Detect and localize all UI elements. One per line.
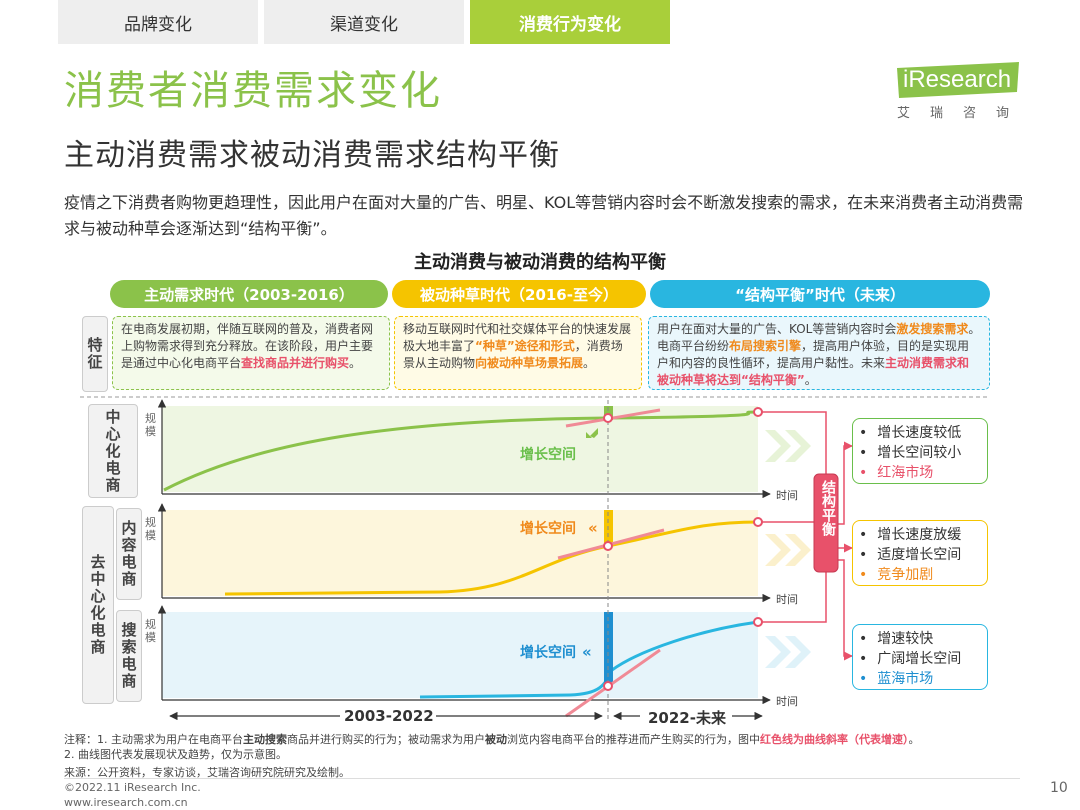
axes [157, 399, 771, 705]
notes: 注释：1. 主动需求为用户在电商平台主动搜索商品并进行购买的行为；被动需求为用户… [64, 732, 1044, 762]
chevron-up-icon [586, 428, 598, 438]
note-text: 。 [908, 733, 920, 746]
note-bold: 被动 [485, 733, 507, 746]
growth-bar-content [604, 510, 613, 546]
page-number: 10 [1050, 780, 1068, 796]
feature-highlight: 主动消费需求和被动种草将达到“结构平衡” [657, 356, 970, 387]
label-centralized-ecommerce: 中心化电商 [88, 404, 138, 498]
result-item: 增长速度放缓 [859, 525, 981, 545]
feature-text: 用户在面对大量的广告、KOL等营销内容时会 [657, 322, 897, 336]
y-axis-title: 规模 [145, 618, 156, 644]
curve-centralized [163, 410, 759, 492]
curve-content [224, 520, 759, 596]
result-item: 适度增长空间 [859, 545, 981, 565]
tab-channel-change[interactable]: 渠道变化 [264, 0, 464, 44]
y-axis-title: 规模 [145, 516, 156, 542]
growth-label-content: 增长空间 [520, 521, 576, 537]
x-axis-title: 时间 [776, 695, 798, 708]
result-item: 竞争加剧 [859, 565, 981, 585]
slope-line-search [565, 648, 661, 718]
feature-label: 特征 [82, 316, 108, 392]
feature-text: 。 [583, 356, 596, 370]
note-text: 浏览内容电商平台的推荐进而产生购买的行为，图中 [507, 733, 760, 746]
feature-box-passive: 移动互联网时代和社交媒体平台的快速发展极大地丰富了“种草”途径和形式，消费场景从… [394, 316, 642, 390]
footer-divider [64, 778, 1020, 779]
feature-highlight: 激发搜索需求 [896, 322, 969, 336]
balance-label: 结构平衡 [820, 480, 836, 536]
feature-text: 。电商平台纷纷 [657, 322, 981, 353]
logo-text: iResearch [903, 66, 1012, 93]
double-chevron-left-icon: « [588, 519, 598, 537]
page-subtitle: 主动消费需求被动消费需求结构平衡 [64, 138, 560, 173]
feature-highlight: 向被动种草场景拓展 [475, 356, 584, 370]
note-bold: 主动搜索 [243, 733, 287, 746]
result-item: 增速较快 [859, 629, 981, 649]
chevron-arrows-icon [765, 430, 811, 668]
source: 来源：公开资料，专家访谈，艾瑞咨询研究院研究及绘制。 [64, 766, 350, 779]
y-axis-title: 规模 [145, 412, 156, 438]
panel-bg-content [162, 510, 758, 596]
logo-cn-text: 艾瑞咨询 [897, 106, 1030, 121]
feature-box-balance: 用户在面对大量的广告、KOL等营销内容时会激发搜索需求。电商平台纷纷布局搜索引擎… [648, 316, 990, 390]
result-item: 增长空间较小 [859, 443, 981, 463]
tab-consumer-behavior-change[interactable]: 消费行为变化 [470, 0, 670, 44]
footer: ©2022.11 iResearch Inc. www.iresearch.co… [64, 780, 201, 810]
balance-connectors [762, 411, 853, 661]
panel-bg-search [162, 612, 758, 698]
logo-banner-icon [897, 62, 1019, 98]
page-description: 疫情之下消费者购物更趋理性，因此用户在面对大量的广告、明星、KOL等营销内容时会… [64, 193, 1024, 238]
feature-text: 移动互联网时代和社交媒体平台的快速发展极大地丰富了 [403, 322, 632, 353]
feature-highlight: 布局搜索引擎 [729, 339, 802, 353]
copyright: ©2022.11 iResearch Inc. [64, 781, 201, 794]
result-box-centralized: 增长速度较低 增长空间较小 红海市场 [852, 418, 988, 484]
label-search-ecommerce: 搜索电商 [116, 610, 142, 702]
iresearch-logo: iResearch 艾瑞咨询 [895, 60, 1025, 130]
result-item: 广阔增长空间 [859, 649, 981, 669]
feature-text: 。 [804, 373, 817, 387]
intersection-markers [603, 407, 763, 691]
feature-box-active: 在电商发展初期，伴随互联网的普及，消费者网上购物需求得到充分释放。在该阶段，用户… [112, 316, 390, 390]
tab-brand-change[interactable]: 品牌变化 [58, 0, 258, 44]
feature-highlight: “种草”途径和形式 [475, 339, 575, 353]
result-item: 增长速度较低 [859, 423, 981, 443]
era-structural-balance: “结构平衡”时代（未来） [650, 280, 990, 308]
period-label-future: 2022-未来 [648, 709, 726, 727]
period-label-past: 2003-2022 [344, 707, 434, 725]
note-red: 红色线为曲线斜率（代表增速） [760, 733, 909, 746]
slope-line-centralized [565, 408, 661, 428]
feature-text: ，提高用户体验，目的是实现用户和内容的良性循环，提高用户黏性。未来 [657, 339, 970, 370]
result-item: 蓝海市场 [859, 669, 981, 689]
era-active-demand: 主动需求时代（2003-2016） [110, 280, 388, 308]
x-axis-title: 时间 [776, 593, 798, 606]
website-link[interactable]: www.iresearch.com.cn [64, 796, 188, 809]
feature-text: 。 [349, 356, 362, 370]
page-title: 消费者消费需求变化 [64, 68, 442, 114]
growth-label-search: 增长空间 [520, 645, 576, 661]
double-chevron-left-icon: « [582, 643, 592, 661]
growth-label-centralized: 增长空间 [520, 447, 576, 463]
diagram-title: 主动消费与被动消费的结构平衡 [414, 252, 666, 273]
label-content-ecommerce: 内容电商 [116, 508, 142, 600]
note-text: 商品并进行购买的行为；被动需求为用户 [287, 733, 485, 746]
label-decentralized-ecommerce: 去中心化电商 [82, 506, 114, 704]
result-box-search: 增速较快 广阔增长空间 蓝海市场 [852, 624, 988, 690]
feature-highlight: 查找商品并进行购买 [241, 356, 350, 370]
note-2: 2. 曲线图代表发展现状及趋势，仅为示意图。 [64, 748, 287, 761]
result-box-content: 增长速度放缓 适度增长空间 竞争加剧 [852, 520, 988, 586]
feature-text: ，消费场景从主动购物 [403, 339, 623, 370]
curve-search [419, 620, 759, 699]
era-passive-seeding: 被动种草时代（2016-至今） [392, 280, 646, 308]
x-axis-title: 时间 [776, 489, 798, 502]
note-text: 注释：1. 主动需求为用户在电商平台 [64, 733, 243, 746]
feature-text: 在电商发展初期，伴随互联网的普及，消费者网上购物需求得到充分释放。在该阶段，用户… [121, 322, 374, 370]
growth-bar-centralized [604, 406, 613, 420]
growth-bar-search [604, 612, 613, 684]
panel-bg-centralized [162, 406, 758, 492]
result-item: 红海市场 [859, 463, 981, 483]
